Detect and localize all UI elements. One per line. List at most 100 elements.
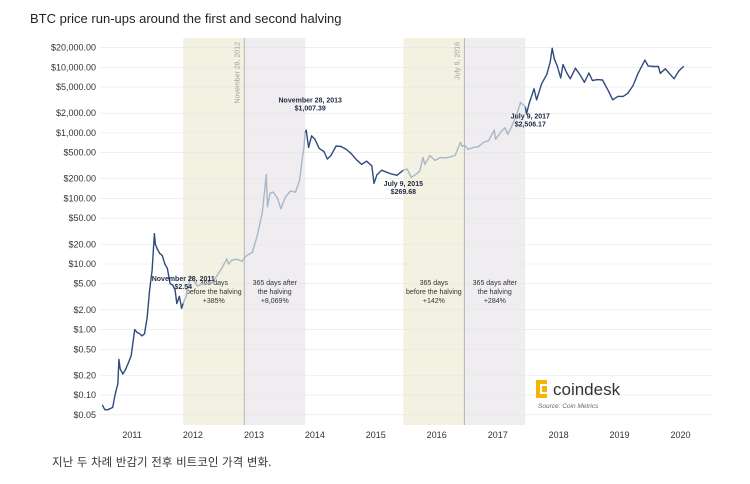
band-label-1-1: the halving [258,289,292,296]
price-point-56 [269,192,271,194]
price-point-69 [310,135,313,137]
price-point-70 [314,138,316,140]
price-point-4 [112,406,114,408]
coindesk-logo-text: coindesk [553,380,621,399]
price-point-39 [200,283,202,285]
price-point-115 [510,127,512,129]
price-point-87 [391,173,393,175]
price-point-40 [205,283,208,285]
price-point-152 [664,68,666,70]
price-point-55 [266,206,269,208]
price-point-90 [406,168,408,170]
price-point-51 [251,251,253,254]
price-line-segment-4 [524,47,684,115]
price-point-101 [454,154,456,156]
price-point-12 [130,355,132,357]
y-tick-label-13: $1,000.00 [56,128,96,138]
price-point-15 [138,332,140,335]
price-point-10 [124,369,126,371]
price-point-72 [323,150,325,153]
price-point-19 [148,289,151,291]
price-point-66 [304,132,306,134]
price-point-85 [381,169,383,171]
y-tick-label-1: $0.10 [73,390,96,400]
price-point-138 [596,78,599,81]
halving-band-3 [464,38,526,425]
annotation-1-0: November 28, 2013 [279,98,343,105]
price-point-73 [326,158,329,160]
price-point-122 [536,99,538,101]
band-label-1-0: 365 days after [253,280,298,287]
x-tick-label-1: 2012 [183,430,203,440]
price-point-108 [482,141,485,143]
btc-halving-chart: BTC price run-ups around the first and s… [30,11,712,440]
band-label-3-2: +284% [484,298,506,305]
halving-band-1 [244,38,306,425]
price-point-103 [461,145,463,148]
y-tick-label-9: $50.00 [68,213,96,223]
price-point-7 [118,358,120,361]
price-point-112 [500,130,502,133]
price-point-142 [617,95,619,98]
price-point-99 [444,157,446,159]
x-tick-label-4: 2015 [366,430,386,440]
halving-band-0 [183,38,245,425]
price-point-128 [556,65,558,67]
price-line-segment-0 [101,233,184,411]
price-point-31 [176,302,178,305]
x-tick-label-0: 2011 [122,430,141,440]
x-axis: 2011 2012 2013 2014 2015 2016 2017 2018 2019 2020 [122,430,690,440]
price-point-44 [226,258,228,260]
price-point-84 [376,174,378,176]
price-point-89 [402,169,404,171]
price-point-57 [272,191,274,193]
y-tick-label-17: $20,000.00 [51,43,96,53]
annotation-2-1: $269.68 [391,189,416,196]
price-point-30 [174,289,176,291]
price-point-124 [546,73,548,75]
y-axis: $0.05 $0.10 $0.20 $0.50 $1.00 $2.00 $5.00 $10.0… [51,43,96,420]
price-point-78 [350,153,353,155]
y-tick-label-11: $200.00 [63,174,96,184]
band-labels: 365 days before the halving +385% 365 days … [186,280,518,305]
price-point-54 [265,174,267,176]
price-point-126 [551,47,553,49]
price-point-136 [588,72,590,74]
price-point-149 [652,65,654,68]
price-point-42 [216,275,218,277]
price-point-20 [151,269,153,271]
chart-title: BTC price run-ups around the first and s… [30,11,341,26]
price-point-14 [136,331,138,334]
price-point-65 [303,146,305,149]
x-tick-label-6: 2017 [488,430,508,440]
price-point-92 [414,174,417,176]
image-caption: 지난 두 차례 반감기 전후 비트코인 가격 변화. [52,455,272,469]
y-tick-label-2: $0.20 [73,370,96,380]
price-point-93 [419,170,421,172]
price-point-94 [422,156,424,159]
price-point-37 [193,280,195,282]
price-point-46 [231,259,233,261]
price-point-5 [114,394,116,396]
price-point-63 [298,179,301,181]
price-point-22 [154,243,156,245]
price-point-107 [477,146,480,148]
price-point-3 [109,408,111,410]
price-point-49 [243,257,245,259]
price-point-141 [612,99,614,101]
price-point-34 [182,302,184,304]
price-point-91 [410,176,412,178]
price-point-106 [472,146,475,149]
price-point-116 [515,115,517,117]
halving-band-2 [403,38,465,425]
price-point-76 [340,145,342,148]
y-tick-label-14: $2,000.00 [56,108,96,118]
price-point-2 [107,409,109,411]
price-point-58 [276,197,279,200]
price-point-143 [622,95,624,98]
price-point-140 [607,90,610,92]
annotation-0-1: $2.54 [174,284,192,291]
x-tick-label-8: 2019 [610,430,630,440]
price-point-47 [236,258,238,260]
price-point-8 [119,368,121,370]
